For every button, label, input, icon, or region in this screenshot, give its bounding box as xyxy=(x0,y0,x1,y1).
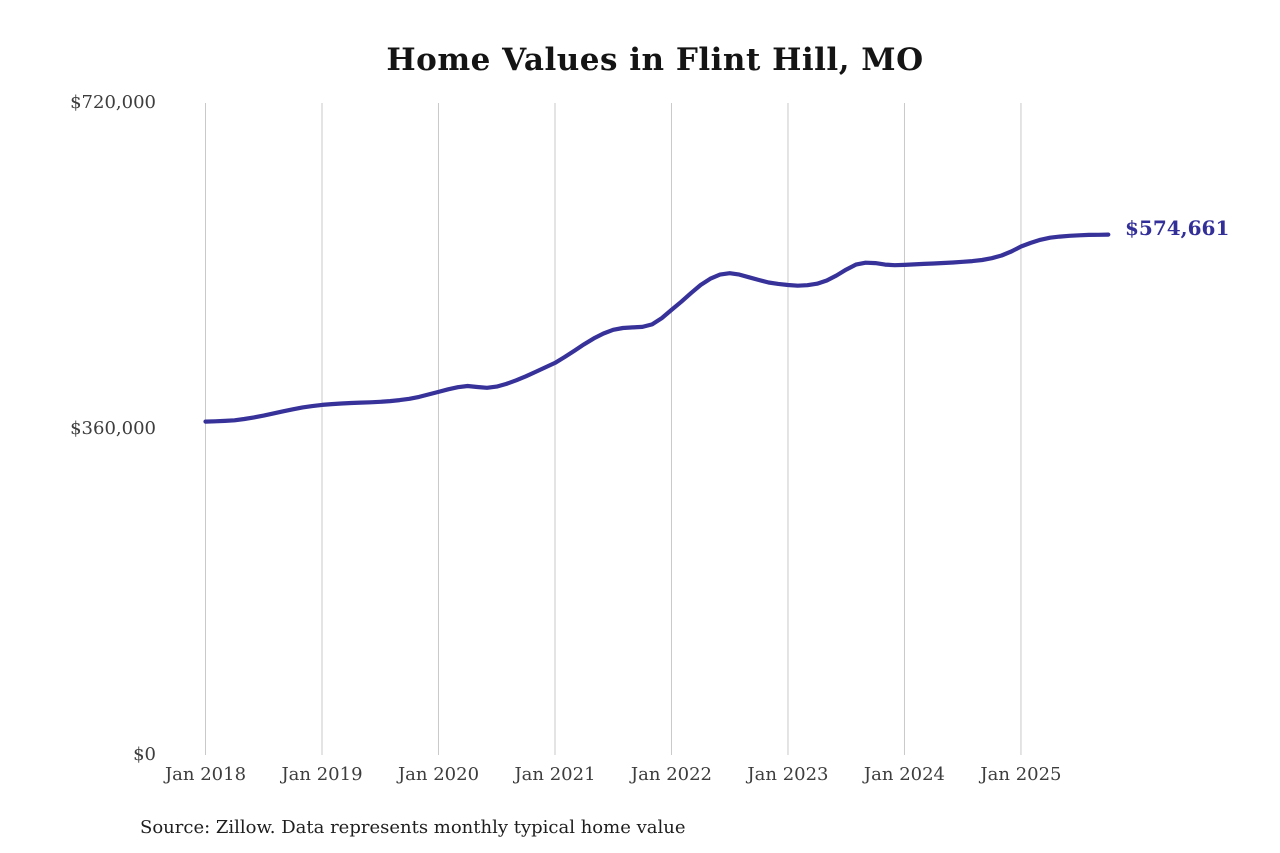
y-axis-tick-label: $360,000 xyxy=(70,418,156,439)
home-value-series-line xyxy=(203,232,1111,424)
x-axis-tick-label: Jan 2023 xyxy=(747,764,829,785)
x-axis-tick-label: Jan 2025 xyxy=(980,764,1062,785)
x-axis-tick-label: Jan 2024 xyxy=(863,764,946,785)
x-axis-tick-label: Jan 2019 xyxy=(281,764,363,785)
y-axis-tick-label: $720,000 xyxy=(70,92,156,113)
series-end-value-label: $574,661 xyxy=(1125,216,1230,240)
source-note: Source: Zillow. Data represents monthly … xyxy=(140,817,686,838)
chart-title: Home Values in Flint Hill, MO xyxy=(386,42,924,78)
x-axis-tick-label: Jan 2020 xyxy=(397,764,480,785)
x-axis-tick-label: Jan 2018 xyxy=(164,764,247,785)
y-axis-tick-label: $0 xyxy=(133,744,156,765)
x-axis-tick-label: Jan 2021 xyxy=(514,764,596,785)
x-axis-tick-label: Jan 2022 xyxy=(630,764,713,785)
